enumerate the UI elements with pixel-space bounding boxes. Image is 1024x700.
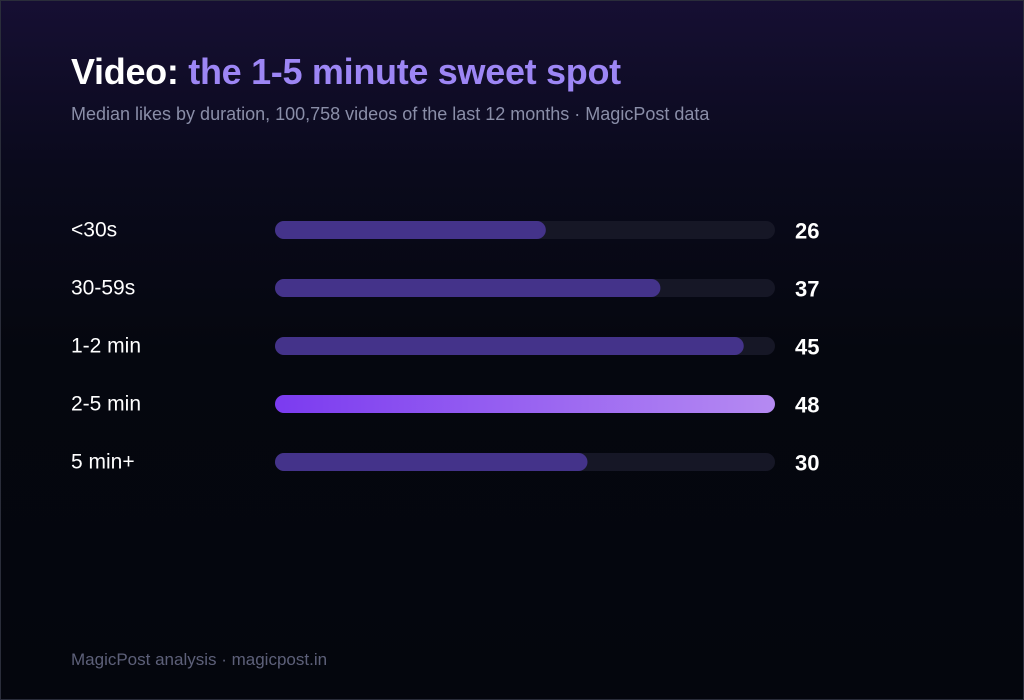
- title-lead: Video:: [71, 51, 179, 92]
- bar: [275, 337, 744, 355]
- value-label: 30: [795, 451, 819, 476]
- bar: [275, 453, 588, 471]
- category-label: 1-2 min: [71, 335, 141, 358]
- chart-subtitle: Median likes by duration, 100,758 videos…: [71, 104, 710, 124]
- category-label: 30-59s: [71, 277, 135, 300]
- category-label: 2-5 min: [71, 393, 141, 416]
- footer-source: MagicPost analysis · magicpost.in: [71, 650, 328, 669]
- chart-title: Video: the 1-5 minute sweet spot: [71, 51, 621, 93]
- category-label: 5 min+: [71, 451, 135, 474]
- bar-highlight: [275, 395, 775, 413]
- bar: [275, 221, 546, 239]
- bar: [275, 279, 661, 297]
- value-label: 48: [795, 393, 819, 418]
- value-label: 45: [795, 335, 819, 360]
- value-label: 26: [795, 219, 819, 244]
- value-label: 37: [795, 277, 819, 302]
- category-label: <30s: [71, 219, 117, 242]
- title-accent: the 1-5 minute sweet spot: [188, 51, 621, 92]
